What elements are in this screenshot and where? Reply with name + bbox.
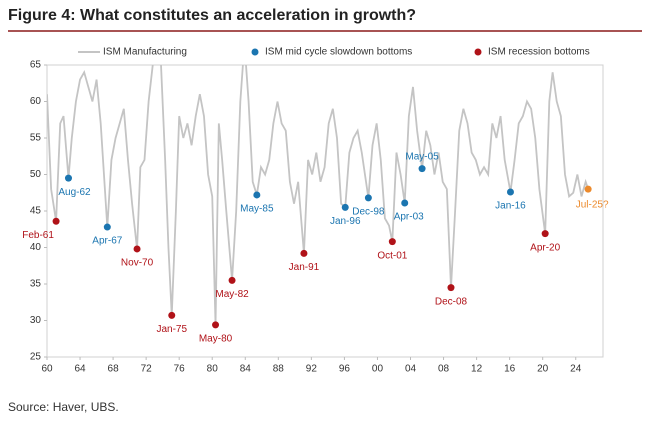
x-tick-label: 80 (207, 364, 219, 375)
y-tick-label: 65 (30, 60, 42, 71)
bottom-point (541, 230, 549, 238)
point-label: Jan-91 (289, 262, 320, 273)
point-label: May-85 (240, 204, 274, 215)
point-label: Aug-62 (58, 187, 91, 198)
point-label: Apr-03 (394, 212, 424, 223)
bottom-point (52, 217, 60, 225)
x-tick-label: 00 (372, 364, 384, 375)
point-label: Nov-70 (121, 258, 154, 269)
x-tick-label: 84 (240, 364, 252, 375)
point-label: Jan-16 (495, 201, 526, 212)
y-tick-label: 60 (30, 96, 42, 107)
x-tick-label: 20 (537, 364, 549, 375)
point-label: May-80 (199, 334, 233, 345)
bottom-point (253, 191, 261, 199)
y-tick-label: 30 (30, 315, 42, 326)
ism-line (47, 65, 589, 325)
bottom-point (341, 203, 349, 211)
point-label: Jan-96 (330, 216, 361, 227)
bottom-point (212, 321, 220, 329)
x-tick-label: 08 (438, 364, 450, 375)
x-tick-label: 96 (339, 364, 351, 375)
bottom-point (168, 311, 176, 319)
bottom-point (64, 174, 72, 182)
bottom-point (103, 223, 111, 231)
x-tick-label: 16 (504, 364, 516, 375)
x-tick-label: 04 (405, 364, 417, 375)
bottom-point (401, 199, 409, 207)
x-tick-label: 76 (174, 364, 186, 375)
x-tick-label: 72 (141, 364, 153, 375)
legend-label: ISM mid cycle slowdown bottoms (265, 47, 412, 58)
legend-label: ISM recession bottoms (488, 47, 590, 58)
point-label: May-05 (405, 151, 439, 162)
highlight-point (584, 185, 592, 193)
x-tick-label: 68 (108, 364, 120, 375)
chart-title: Figure 4: What constitutes an accelerati… (8, 7, 416, 24)
source: Source: Haver, UBS. (8, 400, 119, 414)
y-tick-label: 40 (30, 242, 42, 253)
bottom-point (133, 245, 141, 253)
y-tick-label: 55 (30, 133, 42, 144)
x-tick-label: 12 (471, 364, 483, 375)
point-label: Oct-01 (377, 250, 407, 261)
y-tick-label: 50 (30, 169, 42, 180)
legend-swatch (474, 48, 482, 56)
y-tick-label: 45 (30, 206, 42, 217)
point-label: Feb-61 (22, 230, 54, 241)
point-label: Dec-98 (352, 207, 385, 218)
point-label: Jan-75 (156, 324, 187, 335)
point-label: May-82 (215, 289, 249, 300)
x-tick-label: 60 (41, 364, 53, 375)
bottom-point (506, 188, 514, 196)
legend-swatch (251, 48, 259, 56)
y-tick-label: 35 (30, 279, 42, 290)
x-tick-label: 24 (570, 364, 582, 375)
point-label: Apr-20 (530, 242, 560, 253)
bottom-point (418, 165, 426, 173)
point-label: Dec-08 (435, 296, 468, 307)
x-tick-label: 64 (74, 364, 86, 375)
legend-label: ISM Manufacturing (103, 47, 187, 58)
y-tick-label: 25 (30, 352, 42, 363)
x-tick-label: 88 (273, 364, 285, 375)
point-label: Apr-67 (92, 236, 122, 247)
bottom-point (388, 238, 396, 246)
x-tick-label: 92 (306, 364, 318, 375)
bottom-point (447, 284, 455, 292)
highlight-label: Jul-25? (576, 200, 609, 211)
bottom-point (364, 194, 372, 202)
bottom-point (228, 276, 236, 284)
bottom-point (300, 249, 308, 257)
